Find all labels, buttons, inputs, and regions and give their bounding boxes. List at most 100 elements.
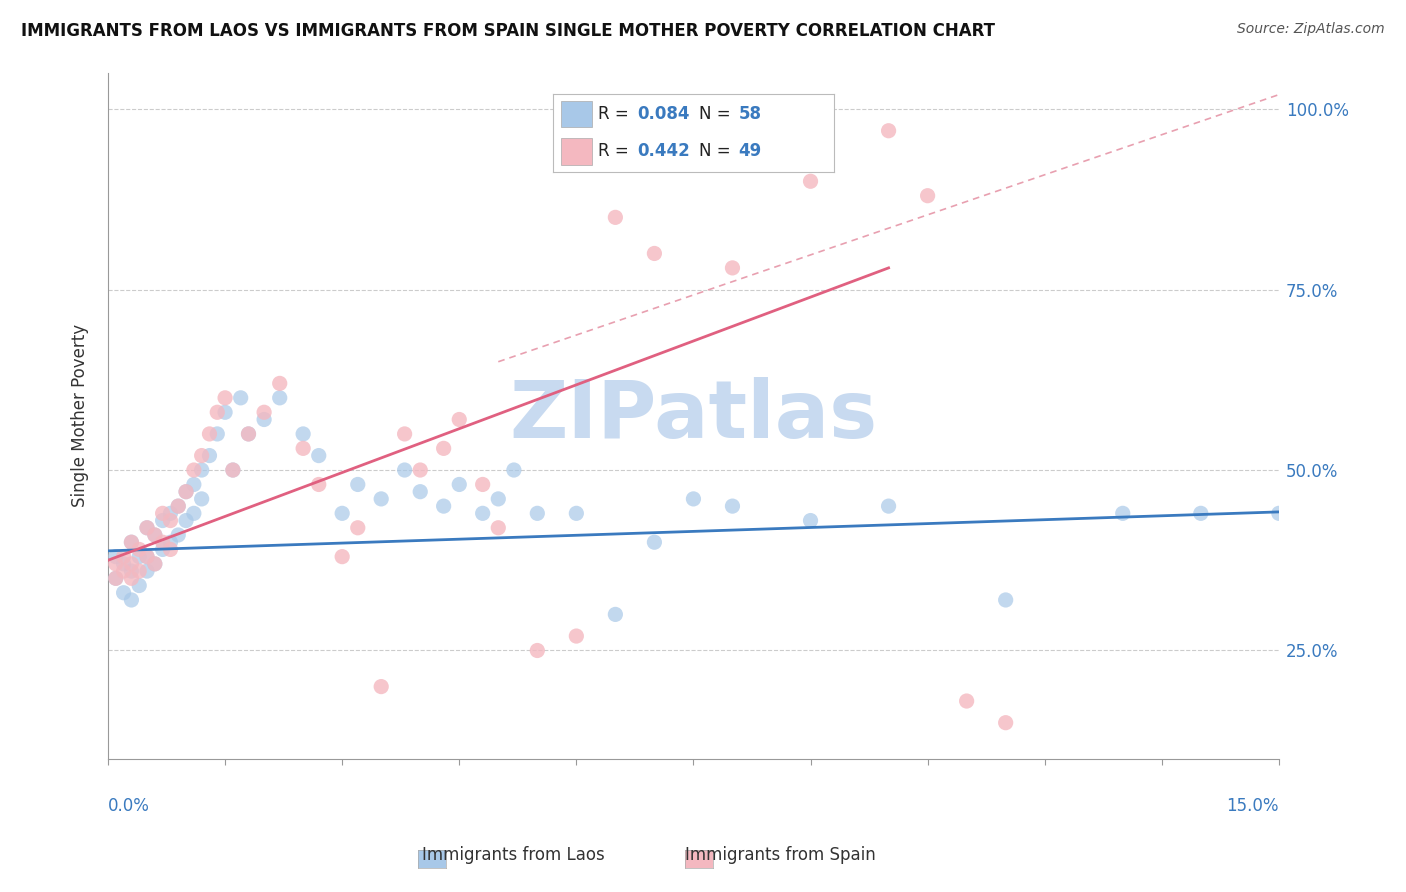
Point <box>183 463 205 477</box>
Point <box>128 549 150 564</box>
Point <box>167 499 190 513</box>
Point <box>253 405 276 419</box>
Point <box>409 484 432 499</box>
Point <box>370 491 392 506</box>
Point <box>643 535 665 549</box>
Text: Source: ZipAtlas.com: Source: ZipAtlas.com <box>1237 22 1385 37</box>
Point <box>143 557 166 571</box>
Point <box>159 542 181 557</box>
Point <box>222 463 245 477</box>
Point <box>877 499 900 513</box>
Point <box>308 449 330 463</box>
Point <box>471 477 494 491</box>
Point <box>136 521 159 535</box>
Point <box>956 694 979 708</box>
Point <box>449 477 471 491</box>
Point <box>104 549 127 564</box>
Text: Immigrants from Laos: Immigrants from Laos <box>422 846 605 863</box>
Point <box>159 506 181 520</box>
Point <box>190 491 212 506</box>
Point <box>136 549 159 564</box>
Point <box>198 426 221 441</box>
Point <box>183 477 205 491</box>
Point <box>112 586 135 600</box>
Point <box>721 499 744 513</box>
Point <box>190 449 212 463</box>
Point <box>238 426 260 441</box>
Text: IMMIGRANTS FROM LAOS VS IMMIGRANTS FROM SPAIN SINGLE MOTHER POVERTY CORRELATION : IMMIGRANTS FROM LAOS VS IMMIGRANTS FROM … <box>21 22 995 40</box>
Point <box>174 514 197 528</box>
Point <box>292 442 315 456</box>
Point <box>994 715 1017 730</box>
Point <box>136 564 159 578</box>
Point <box>152 514 174 528</box>
Point <box>526 506 548 520</box>
Point <box>214 405 236 419</box>
Point <box>167 528 190 542</box>
Point <box>292 426 315 441</box>
Point <box>159 514 181 528</box>
Point <box>120 593 142 607</box>
Point <box>143 528 166 542</box>
Point <box>605 211 627 225</box>
Point <box>346 521 368 535</box>
Point <box>238 426 260 441</box>
Point <box>1268 506 1291 520</box>
Point <box>526 643 548 657</box>
Point <box>190 463 212 477</box>
Point <box>877 124 900 138</box>
Point <box>152 535 174 549</box>
Point <box>120 571 142 585</box>
Point <box>330 549 353 564</box>
Point <box>222 463 245 477</box>
Point <box>503 463 526 477</box>
Point <box>253 412 276 426</box>
Text: Immigrants from Spain: Immigrants from Spain <box>685 846 876 863</box>
Point <box>104 571 127 585</box>
Point <box>486 491 509 506</box>
Point <box>471 506 494 520</box>
Point <box>799 174 821 188</box>
Point <box>174 484 197 499</box>
Point <box>799 514 821 528</box>
Point <box>198 449 221 463</box>
Point <box>207 405 229 419</box>
Point <box>721 260 744 275</box>
Point <box>128 542 150 557</box>
Point <box>1112 506 1135 520</box>
Point <box>104 571 127 585</box>
Point <box>994 593 1017 607</box>
Point <box>269 376 291 391</box>
Point <box>370 680 392 694</box>
Point <box>605 607 627 622</box>
Point <box>565 506 588 520</box>
Point <box>207 426 229 441</box>
Point <box>449 412 471 426</box>
Point <box>104 557 127 571</box>
Point <box>643 246 665 260</box>
Point <box>152 542 174 557</box>
Point <box>394 426 416 441</box>
Point <box>128 578 150 592</box>
Point <box>112 549 135 564</box>
Point <box>174 484 197 499</box>
Point <box>120 535 142 549</box>
Point <box>409 463 432 477</box>
Point <box>214 391 236 405</box>
Text: ZIPatlas: ZIPatlas <box>509 377 877 455</box>
Point <box>682 491 704 506</box>
Point <box>433 499 456 513</box>
Point <box>183 506 205 520</box>
Point <box>917 188 939 202</box>
Point <box>120 557 142 571</box>
Point <box>112 557 135 571</box>
Point <box>128 564 150 578</box>
Point <box>120 535 142 549</box>
Point <box>1189 506 1212 520</box>
Point <box>112 564 135 578</box>
Point <box>229 391 252 405</box>
Text: 0.0%: 0.0% <box>108 797 150 814</box>
Point <box>143 528 166 542</box>
Point <box>136 521 159 535</box>
Point <box>136 549 159 564</box>
